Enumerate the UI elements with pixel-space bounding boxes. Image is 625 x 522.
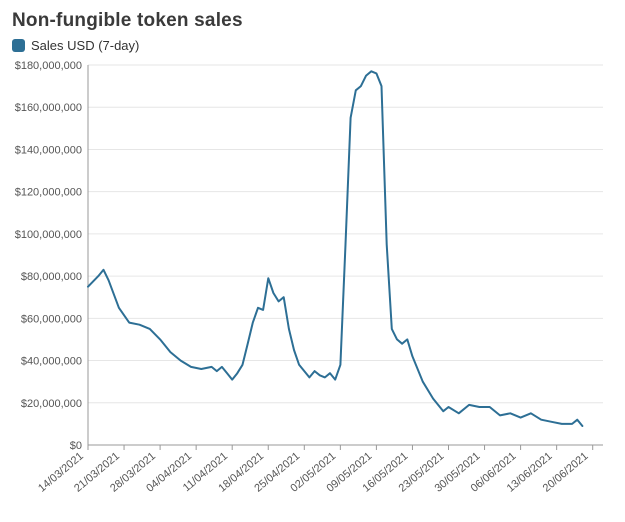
svg-text:$60,000,000: $60,000,000: [21, 313, 82, 325]
svg-text:$40,000,000: $40,000,000: [21, 356, 82, 368]
svg-text:$120,000,000: $120,000,000: [15, 187, 82, 199]
svg-text:$140,000,000: $140,000,000: [15, 144, 82, 156]
line-chart-svg: $0 $20,000,000 $40,000,000 $60,000,000 $80,0…: [10, 59, 615, 509]
svg-text:$20,000,000: $20,000,000: [21, 398, 82, 410]
chart-title: Non-fungible token sales: [12, 10, 615, 32]
legend-swatch: [12, 39, 25, 52]
svg-text:$100,000,000: $100,000,000: [15, 229, 82, 241]
svg-text:$80,000,000: $80,000,000: [21, 271, 82, 283]
legend: Sales USD (7-day): [12, 38, 615, 53]
svg-text:$180,000,000: $180,000,000: [15, 60, 82, 72]
svg-text:$0: $0: [70, 440, 82, 452]
legend-label: Sales USD (7-day): [31, 38, 139, 53]
chart: $0 $20,000,000 $40,000,000 $60,000,000 $80,0…: [10, 59, 615, 509]
svg-text:$160,000,000: $160,000,000: [15, 102, 82, 114]
